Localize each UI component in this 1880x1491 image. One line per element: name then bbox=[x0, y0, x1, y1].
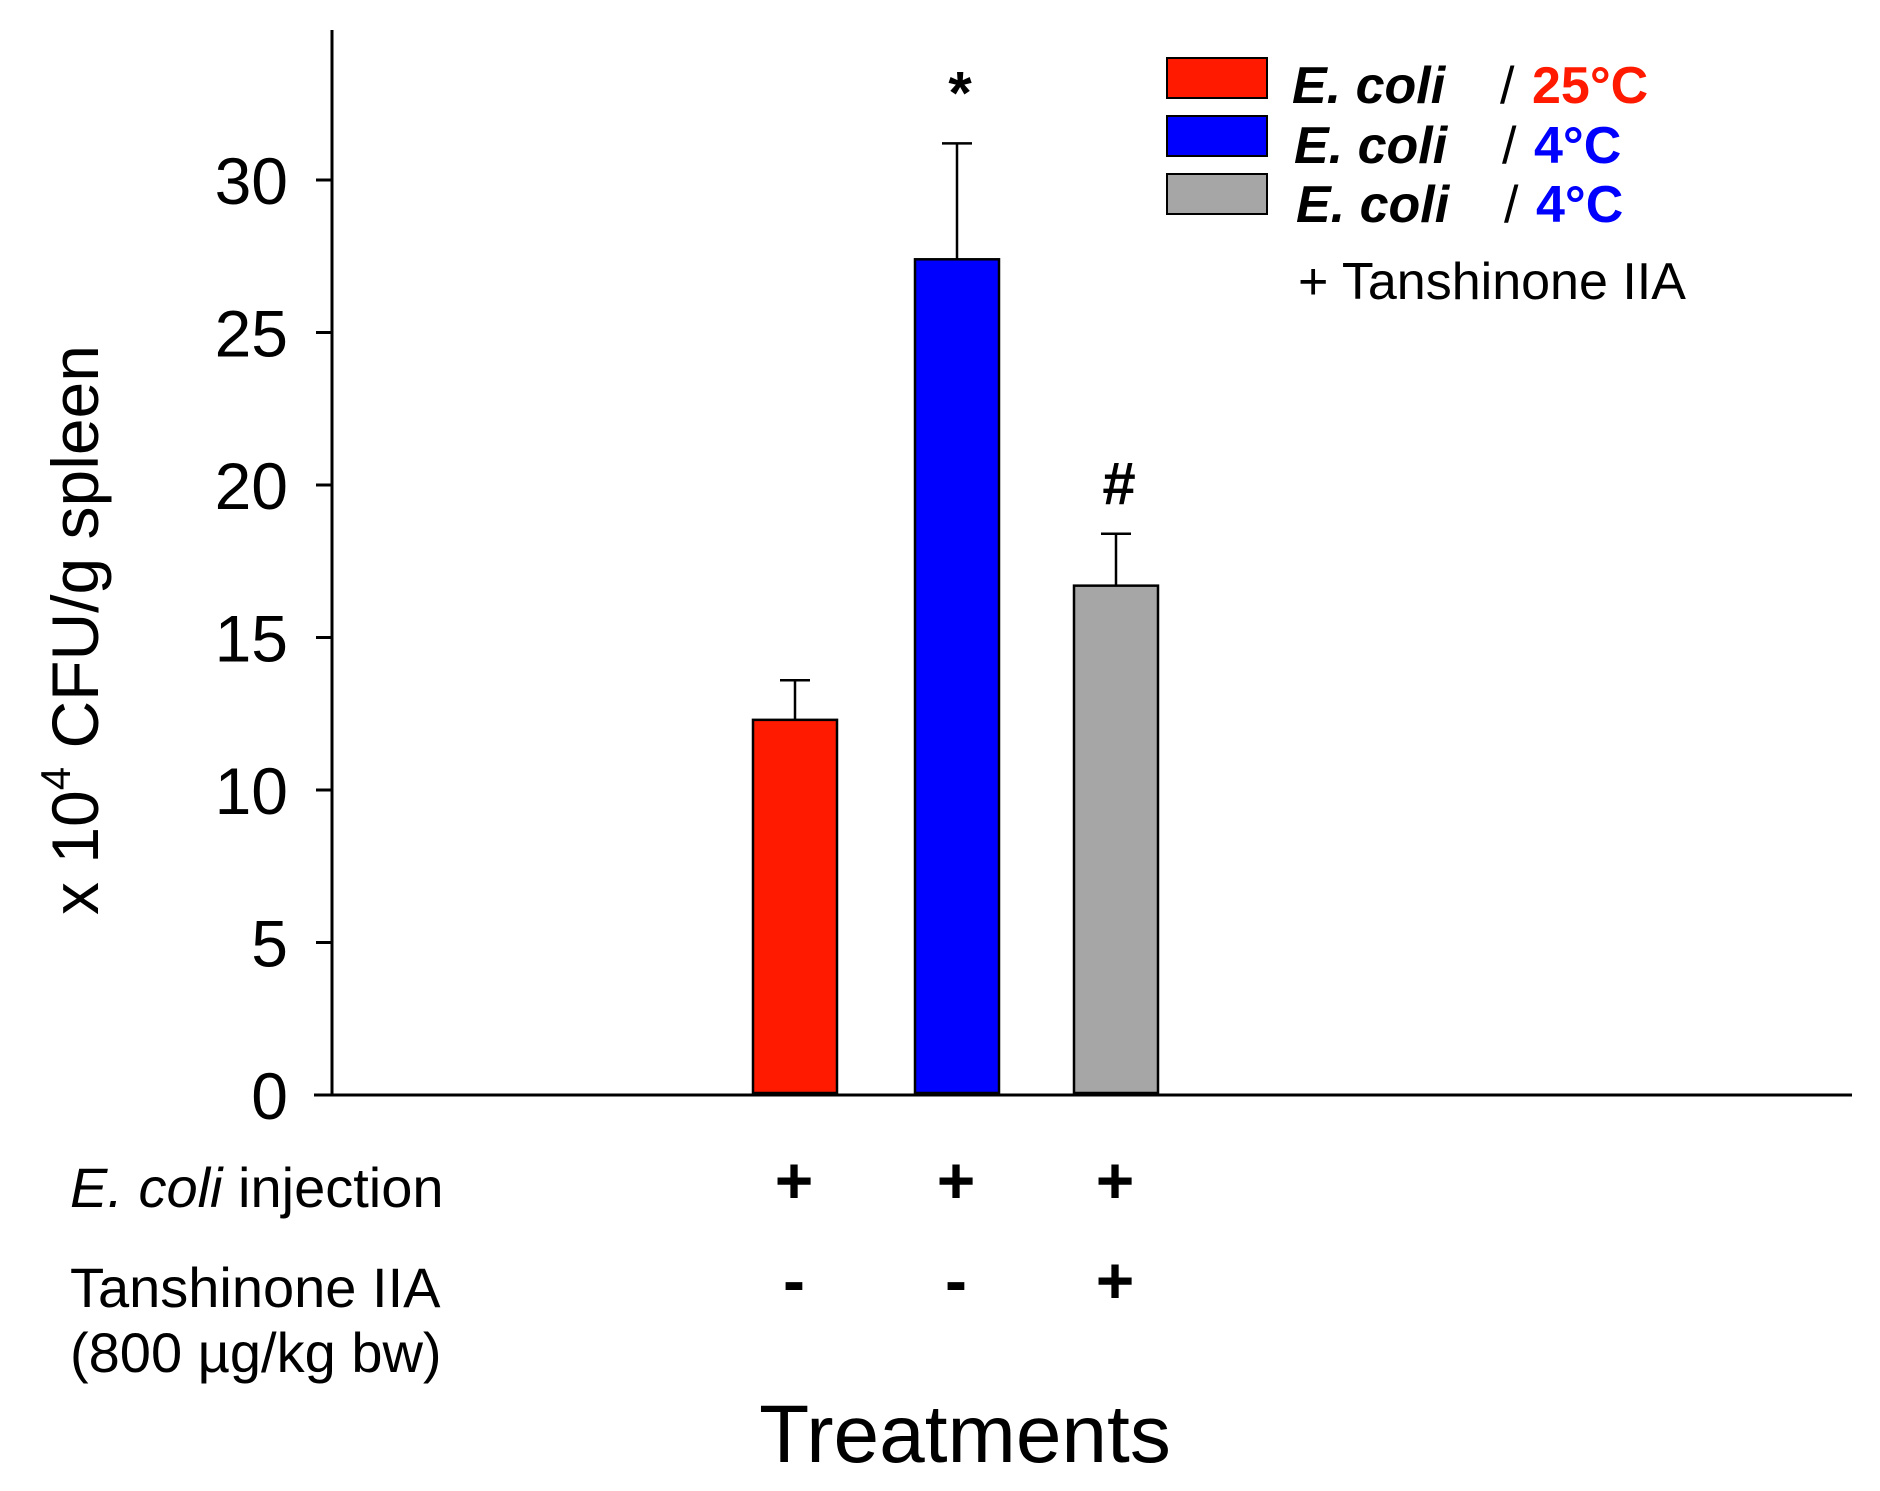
treatment-sign-0-0: + bbox=[775, 1143, 814, 1217]
significance-mark-1: * bbox=[948, 59, 972, 126]
y-axis-label-sup: 4 bbox=[32, 767, 79, 790]
row-ecoli-label-italic: E. coli bbox=[70, 1156, 224, 1219]
y-tick-label-1: 5 bbox=[251, 907, 288, 981]
y-tick-label-3: 15 bbox=[215, 602, 288, 676]
y-ticks: 0 5 10 15 20 25 30 bbox=[215, 144, 332, 1133]
legend-swatch-1 bbox=[1166, 115, 1268, 157]
y-axis-label-prefix: x 10 bbox=[38, 790, 112, 915]
treatment-sign-1-2: + bbox=[1096, 1243, 1135, 1317]
y-tick-label-0: 0 bbox=[251, 1059, 288, 1133]
x-axis-title: Treatments bbox=[759, 1389, 1171, 1480]
legend-swatch-2 bbox=[1166, 173, 1268, 215]
treatment-sign-1-0: - bbox=[783, 1243, 805, 1317]
bar-0 bbox=[751, 718, 839, 1095]
legend: E. coli / 25°C E. coli / 4°C E. coli / 4… bbox=[1166, 57, 1686, 311]
bar-1 bbox=[913, 258, 1001, 1095]
treatment-signs: + + + - - + bbox=[775, 1143, 1135, 1317]
legend-entry-2: E. coli / 4°C bbox=[1296, 176, 1623, 234]
treatment-sign-0-1: + bbox=[937, 1143, 976, 1217]
y-tick-label-2: 10 bbox=[215, 754, 288, 828]
y-tick-label-5: 25 bbox=[215, 297, 288, 371]
significance-mark-2: # bbox=[1102, 450, 1135, 517]
row-tanshinone-dose: (800 µg/kg bw) bbox=[70, 1321, 442, 1384]
legend-entry-0: E. coli / 25°C bbox=[1292, 57, 1648, 115]
y-tick-label-4: 20 bbox=[215, 449, 288, 523]
row-tanshinone-label: Tanshinone IIA bbox=[70, 1256, 441, 1319]
y-tick-label-6: 30 bbox=[215, 144, 288, 218]
y-axis-label-suffix: CFU/g spleen bbox=[38, 345, 112, 767]
legend-swatch-0 bbox=[1166, 57, 1268, 99]
legend-entry-1: E. coli / 4°C bbox=[1294, 117, 1621, 175]
y-axis-label: x 104 CFU/g spleen bbox=[32, 345, 112, 915]
row-ecoli-label-rest: injection bbox=[223, 1156, 444, 1219]
legend-entry-2-extra: + Tanshinone IIA bbox=[1298, 253, 1686, 311]
row-ecoli-label: E. coli injection bbox=[70, 1156, 444, 1219]
bars: *# bbox=[751, 59, 1160, 1095]
treatment-sign-1-1: - bbox=[945, 1243, 967, 1317]
treatment-sign-0-2: + bbox=[1096, 1143, 1135, 1217]
bar-2 bbox=[1072, 584, 1160, 1095]
